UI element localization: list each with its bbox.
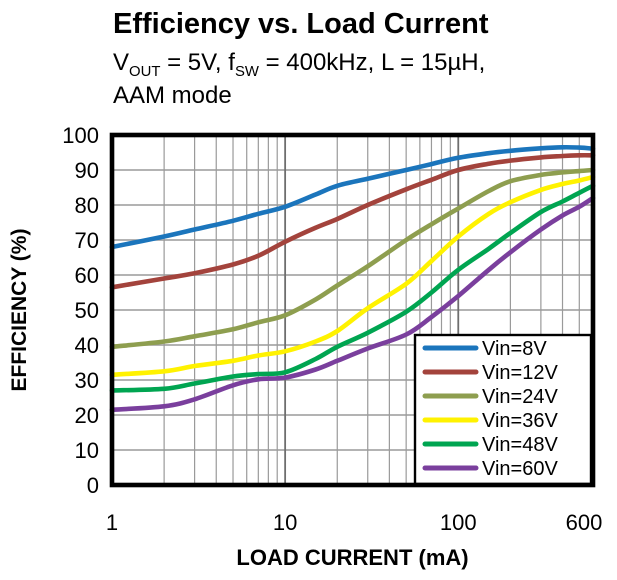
y-tick-label: 100 <box>62 123 99 148</box>
curve-vin-60v <box>109 195 596 413</box>
x-tick-label: 1 <box>106 510 118 535</box>
legend-label: Vin=60V <box>482 458 558 480</box>
legend-label: Vin=48V <box>482 434 558 456</box>
chart-conditions-line: VOUT = 5V, fSW = 400kHz, L = 15µH, <box>113 49 486 79</box>
plot-border <box>109 132 596 488</box>
legend-label: Vin=24V <box>482 386 558 408</box>
y-tick-label: 70 <box>75 228 99 253</box>
x-tick-label: 100 <box>440 510 477 535</box>
y-tick-label: 80 <box>75 193 99 218</box>
y-tick-label: 60 <box>75 263 99 288</box>
condition-text: V <box>113 49 130 76</box>
efficiency-vs-load-current-plot: Vin=8VVin=12VVin=24VVin=36VVin=48VVin=60… <box>8 123 603 570</box>
chart-mode-line: AAM mode <box>113 82 232 109</box>
y-tick-label: 10 <box>75 438 99 463</box>
x-tick-label: 10 <box>273 510 297 535</box>
y-tick-label: 50 <box>75 298 99 323</box>
y-tick-label: 20 <box>75 403 99 428</box>
y-tick-label: 30 <box>75 368 99 393</box>
legend-label: Vin=8V <box>482 338 547 360</box>
chart-subtitle: VOUT = 5V, fSW = 400kHz, L = 15µH, AAM m… <box>113 46 608 112</box>
curve-vin-48v <box>109 183 596 393</box>
curve-vin-36v <box>109 174 596 378</box>
legend-label: Vin=12V <box>482 362 558 384</box>
legend-box <box>413 333 593 486</box>
chart-title: Efficiency vs. Load Current <box>113 8 489 40</box>
subscript-text: SW <box>234 63 259 80</box>
curve-vin-12v <box>109 152 596 290</box>
condition-text: = 400kHz, L = 15µH, <box>258 49 486 76</box>
y-tick-label: 90 <box>75 158 99 183</box>
chart-header: Efficiency vs. Load Current VOUT = 5V, f… <box>113 6 608 112</box>
y-tick-label: 0 <box>87 473 99 498</box>
y-axis-title: EFFICIENCY (%) <box>8 229 31 392</box>
curve-vin-8v <box>109 144 596 250</box>
curve-vin-24v <box>109 167 596 350</box>
legend-label: Vin=36V <box>482 410 558 432</box>
x-tick-label: 600 <box>566 510 603 535</box>
subscript-text: OUT <box>129 63 161 80</box>
condition-text: = 5V, f <box>160 49 235 76</box>
x-axis-title: LOAD CURRENT (mA) <box>236 545 468 570</box>
y-tick-label: 40 <box>75 333 99 358</box>
